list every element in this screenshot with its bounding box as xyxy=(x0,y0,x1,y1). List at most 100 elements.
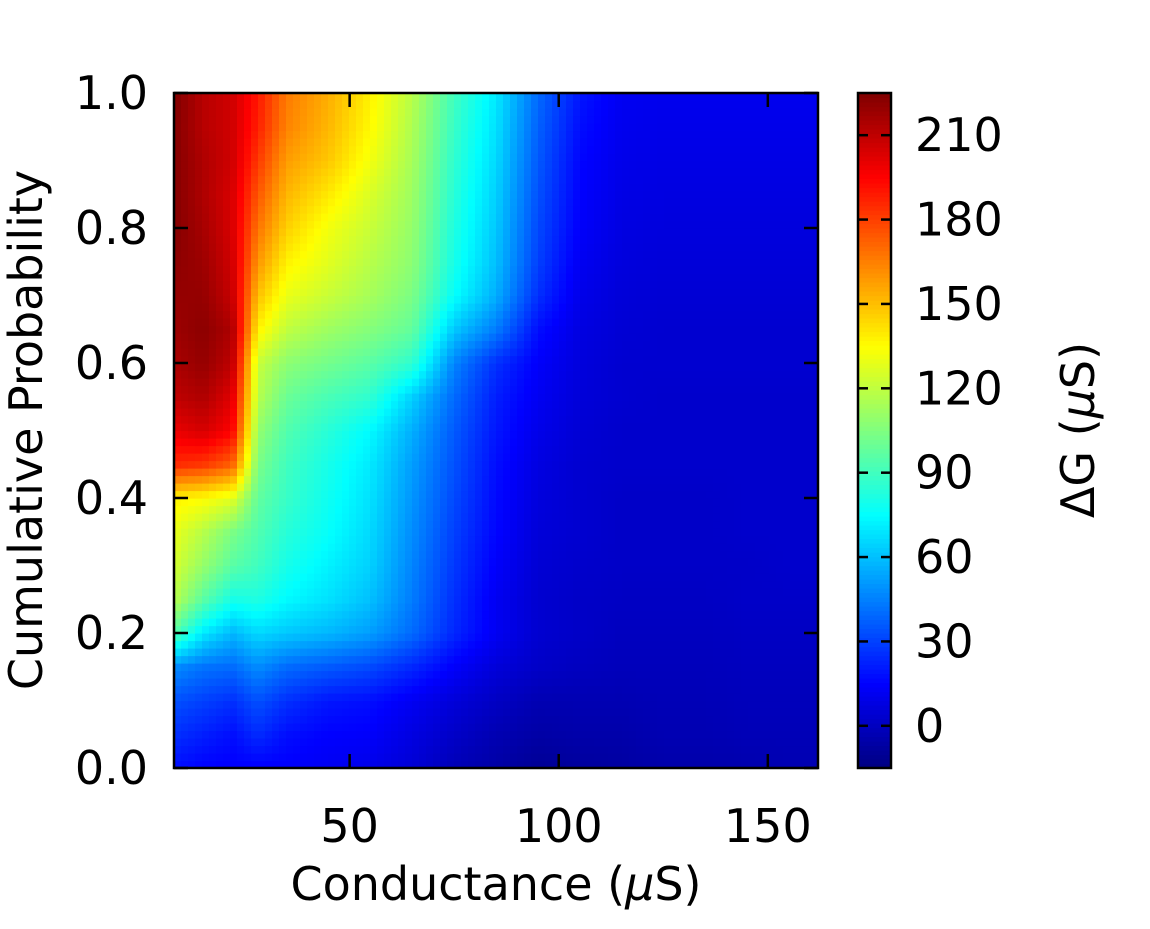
heatmap-cell xyxy=(468,378,476,387)
heatmap-cell xyxy=(524,685,532,694)
heatmap-cell xyxy=(503,378,511,387)
heatmap-cell xyxy=(748,423,756,432)
heatmap-cell xyxy=(300,730,308,739)
heatmap-cell xyxy=(545,558,553,567)
heatmap-cell xyxy=(447,663,455,672)
heatmap-cell xyxy=(433,423,441,432)
heatmap-cell xyxy=(181,603,189,612)
heatmap-cell xyxy=(601,520,609,529)
heatmap-cell xyxy=(244,535,252,544)
heatmap-cell xyxy=(580,588,588,597)
heatmap-cell xyxy=(783,753,791,762)
heatmap-cell xyxy=(447,610,455,619)
heatmap-cell xyxy=(489,453,497,462)
heatmap-cell xyxy=(811,513,818,522)
heatmap-cell xyxy=(321,370,329,379)
heatmap-cell xyxy=(279,588,287,597)
heatmap-cell xyxy=(209,513,217,522)
heatmap-cell xyxy=(237,363,245,372)
heatmap-cell xyxy=(195,400,203,409)
heatmap-cell xyxy=(776,595,784,604)
heatmap-cell xyxy=(531,640,539,649)
heatmap-cell xyxy=(433,505,441,514)
heatmap-cell xyxy=(433,693,441,702)
heatmap-cell xyxy=(293,715,301,724)
heatmap-cell xyxy=(706,370,714,379)
heatmap-cell xyxy=(342,498,350,507)
heatmap-cell xyxy=(279,610,287,619)
heatmap-cell xyxy=(265,625,273,634)
heatmap-cell xyxy=(678,445,686,454)
heatmap-cell xyxy=(377,760,385,768)
heatmap-cell xyxy=(412,468,420,477)
heatmap-cell xyxy=(580,445,588,454)
heatmap-cell xyxy=(748,738,756,747)
heatmap-cell xyxy=(461,498,469,507)
heatmap-cell xyxy=(650,685,658,694)
heatmap-cell xyxy=(363,625,371,634)
heatmap-cell xyxy=(482,655,490,664)
heatmap-cell xyxy=(398,483,406,492)
heatmap-cell xyxy=(783,438,791,447)
heatmap-cell xyxy=(412,513,420,522)
heatmap-cell xyxy=(314,468,322,477)
heatmap-cell xyxy=(482,603,490,612)
heatmap-cell xyxy=(755,513,763,522)
heatmap-cell xyxy=(335,618,343,627)
heatmap-cell xyxy=(286,685,294,694)
heatmap-cell xyxy=(377,730,385,739)
heatmap-cell xyxy=(580,573,588,582)
heatmap-cell xyxy=(608,535,616,544)
heatmap-cell xyxy=(272,625,280,634)
heatmap-cell xyxy=(811,693,818,702)
heatmap-cell xyxy=(601,513,609,522)
heatmap-cell xyxy=(314,430,322,439)
heatmap-cell xyxy=(300,573,308,582)
heatmap-cell xyxy=(503,640,511,649)
heatmap-cell xyxy=(776,723,784,732)
heatmap-cell xyxy=(538,543,546,552)
heatmap-cell xyxy=(440,640,448,649)
heatmap-cell xyxy=(174,393,182,402)
heatmap-cell xyxy=(293,355,301,364)
heatmap-cell xyxy=(342,535,350,544)
heatmap-cell xyxy=(678,715,686,724)
heatmap-cell xyxy=(545,363,553,372)
heatmap-cell xyxy=(552,363,560,372)
heatmap-cell xyxy=(279,408,287,417)
heatmap-cell xyxy=(510,475,518,484)
heatmap-cell xyxy=(685,655,693,664)
heatmap-cell xyxy=(790,588,798,597)
heatmap-cell xyxy=(552,588,560,597)
heatmap-cell xyxy=(524,378,532,387)
heatmap-cell xyxy=(615,588,623,597)
heatmap-cell xyxy=(279,723,287,732)
heatmap-cell xyxy=(643,423,651,432)
heatmap-cell xyxy=(307,723,315,732)
heatmap-cell xyxy=(293,408,301,417)
heatmap-cell xyxy=(307,550,315,559)
heatmap-cell xyxy=(629,528,637,537)
heatmap-cell xyxy=(209,543,217,552)
heatmap-cell xyxy=(356,595,364,604)
heatmap-cell xyxy=(496,415,504,424)
heatmap-cell xyxy=(405,610,413,619)
heatmap-cell xyxy=(258,610,266,619)
heatmap-cell xyxy=(391,393,399,402)
heatmap-cell xyxy=(307,363,315,372)
heatmap-cell xyxy=(335,693,343,702)
heatmap-cell xyxy=(545,595,553,604)
heatmap-cell xyxy=(615,498,623,507)
heatmap-cell xyxy=(678,663,686,672)
heatmap-cell xyxy=(678,385,686,394)
heatmap-cell xyxy=(454,513,462,522)
heatmap-cell xyxy=(671,670,679,679)
heatmap-cell xyxy=(699,490,707,499)
heatmap-cell xyxy=(531,625,539,634)
heatmap-cell xyxy=(202,685,210,694)
heatmap-cell xyxy=(685,610,693,619)
heatmap-cell xyxy=(314,588,322,597)
heatmap-cell xyxy=(482,385,490,394)
heatmap-cell xyxy=(531,648,539,657)
heatmap-cell xyxy=(566,715,574,724)
